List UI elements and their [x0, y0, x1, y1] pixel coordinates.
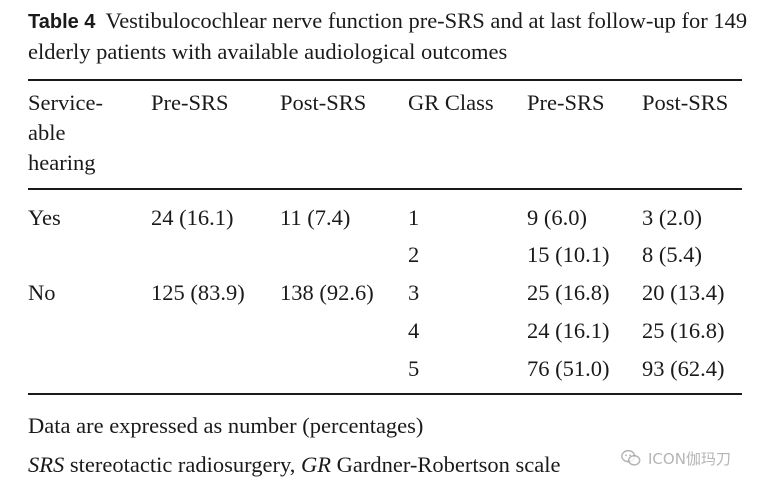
cell-gr-class: 2 — [408, 242, 420, 267]
cell-gr-class: 3 — [408, 280, 420, 305]
cell-hearing: Yes — [28, 205, 61, 230]
header-hearing-2: able — [28, 120, 66, 145]
cell-pre-srs: 125 (83.9) — [151, 280, 245, 305]
cell-gr-pre: 15 (10.1) — [527, 242, 610, 267]
table-caption: Table 4 Vestibulocochlear nerve function … — [28, 6, 748, 67]
cell-gr-post: 8 (5.4) — [642, 242, 702, 267]
header-gr-pre-srs: Pre-SRS — [527, 90, 605, 115]
cell-gr-pre: 25 (16.8) — [527, 280, 610, 305]
header-gr-class: GR Class — [408, 90, 494, 115]
top-rule — [28, 79, 742, 81]
cell-post-srs: 138 (92.6) — [280, 280, 374, 305]
cell-hearing: No — [28, 280, 56, 305]
cell-gr-post: 3 (2.0) — [642, 205, 702, 230]
cell-gr-class: 4 — [408, 318, 420, 343]
bottom-rule — [28, 393, 742, 395]
wechat-icon — [621, 449, 641, 466]
abbr-srs-def: stereotactic radiosurgery, — [69, 452, 296, 477]
cell-gr-pre: 9 (6.0) — [527, 205, 587, 230]
abbr-srs: SRS — [28, 452, 65, 477]
cell-gr-post: 20 (13.4) — [642, 280, 725, 305]
cell-gr-pre: 76 (51.0) — [527, 356, 610, 381]
footnote-abbreviations: SRS stereotactic radiosurgery, GR Gardne… — [28, 450, 561, 480]
abbr-gr-def: Gardner-Robertson scale — [336, 452, 561, 477]
cell-gr-class: 1 — [408, 205, 420, 230]
cell-gr-pre: 24 (16.1) — [527, 318, 610, 343]
cell-gr-class: 5 — [408, 356, 420, 381]
cell-pre-srs: 24 (16.1) — [151, 205, 234, 230]
cell-gr-post: 25 (16.8) — [642, 318, 725, 343]
footnote-data-format: Data are expressed as number (percentage… — [28, 413, 424, 438]
table-title: Vestibulocochlear nerve function pre-SRS… — [28, 8, 748, 64]
header-gr-post-srs: Post-SRS — [642, 90, 729, 115]
watermark: ICON伽玛刀 — [620, 443, 760, 473]
cell-gr-post: 93 (62.4) — [642, 356, 725, 381]
header-hearing-1: Service- — [28, 90, 103, 115]
cell-post-srs: 11 (7.4) — [280, 205, 351, 230]
header-hearing-3: hearing — [28, 150, 96, 175]
header-rule — [28, 188, 742, 190]
table-label: Table 4 — [28, 11, 96, 33]
header-pre-srs: Pre-SRS — [151, 90, 229, 115]
abbr-gr: GR — [301, 452, 332, 477]
watermark-text: ICON伽玛刀 — [648, 449, 731, 468]
header-post-srs: Post-SRS — [280, 90, 367, 115]
